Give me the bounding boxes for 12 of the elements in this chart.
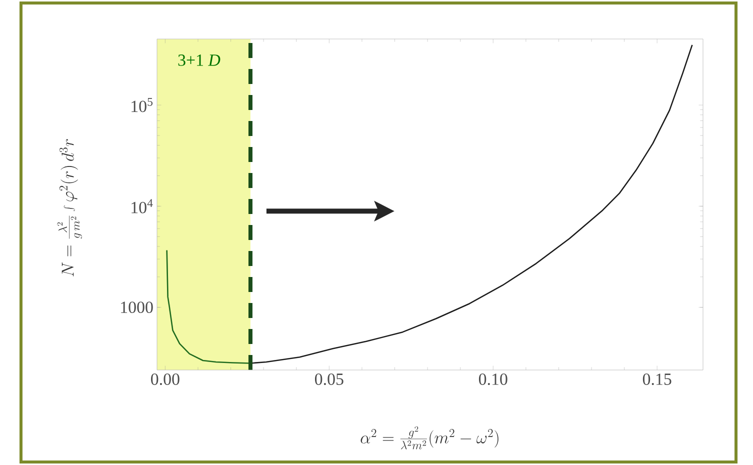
band-label: 3+1 D: [178, 54, 220, 66]
x-tick-label: 0.00: [151, 374, 180, 386]
y-tick-label: 10$^{4}$: [132, 199, 153, 214]
line-series: [250, 44, 693, 364]
y-tick-label: 10$^{5}$: [132, 98, 153, 112]
line-series: [166, 250, 252, 364]
y-axis-title: $N = \frac{\lambda^2}{g\,m^2}\int\varphi^2(r)\,d^3r$: [57, 139, 82, 276]
y-tick-label: 1000: [121, 302, 153, 314]
x-tick-label: 0.15: [642, 374, 672, 386]
x-tick-label: 0.05: [314, 374, 344, 386]
x-axis-title: $\alpha^2 = \frac{g^2}{\lambda^2 m^2}(m^2-\omega^2)$: [360, 426, 498, 450]
x-tick-label: 0.10: [478, 374, 508, 386]
